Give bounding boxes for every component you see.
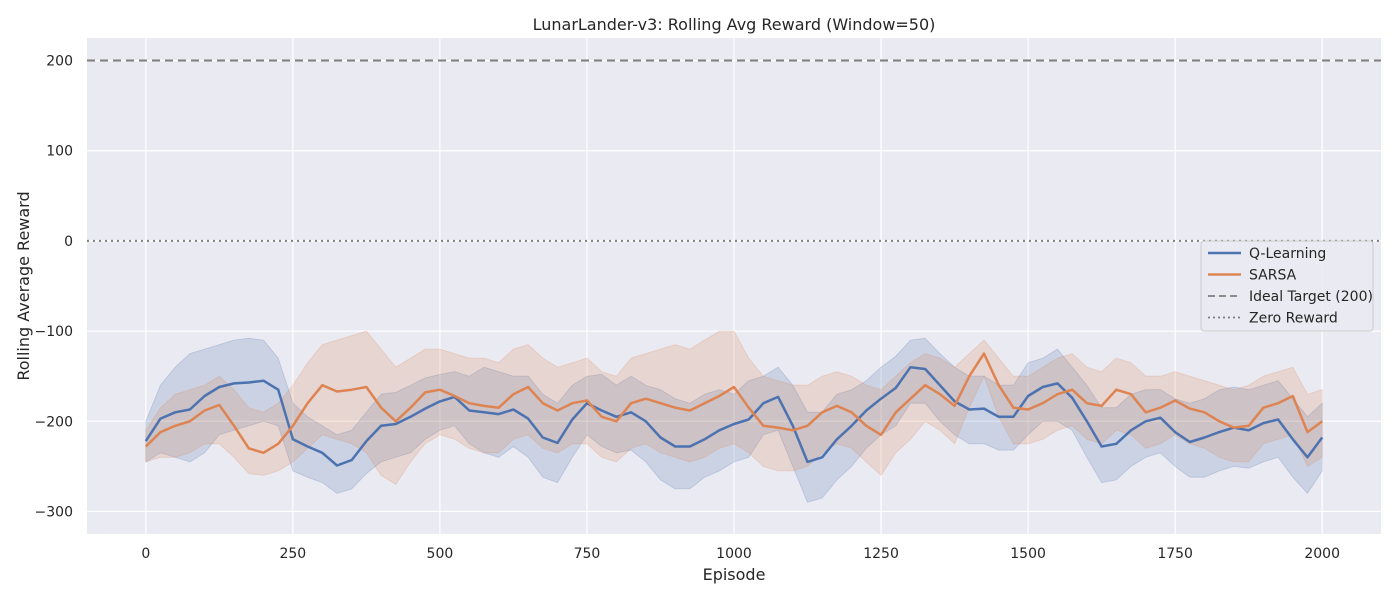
x-tick-label: 1000 (716, 546, 752, 562)
x-tick-label: 0 (141, 546, 150, 562)
legend-label-2: Ideal Target (200) (1249, 289, 1373, 305)
y-tick-label: −100 (35, 324, 73, 340)
x-tick-label: 1250 (863, 546, 899, 562)
chart-title: LunarLander-v3: Rolling Avg Reward (Wind… (533, 15, 936, 34)
y-tick-label: −300 (35, 504, 73, 520)
y-tick-label: 200 (46, 54, 73, 70)
legend-label-1: SARSA (1249, 268, 1297, 284)
series-band-0 (145, 337, 1323, 503)
series-line-0 (144, 365, 1324, 467)
x-axis-title: Episode (703, 565, 766, 584)
legend: Q-Learning SARSA Ideal Target (200) Zero Re… (1200, 240, 1374, 332)
x-tick-label: 250 (279, 546, 306, 562)
legend-box (1200, 240, 1374, 332)
series-band-1 (145, 330, 1323, 485)
series-line-1 (144, 352, 1323, 455)
legend-label-3: Zero Reward (1249, 311, 1338, 327)
x-tick-label: 1750 (1157, 546, 1193, 562)
x-tick-label: 500 (427, 546, 454, 562)
y-tick-label: 100 (46, 144, 73, 160)
y-axis-title: Rolling Average Reward (14, 191, 33, 380)
x-tick-label: 750 (574, 546, 601, 562)
series-lines (87, 59, 1381, 467)
y-tick-label: 0 (64, 234, 73, 250)
y-tick-label: −200 (35, 414, 73, 430)
x-tick-label: 1500 (1010, 546, 1046, 562)
legend-label-0: Q-Learning (1249, 246, 1326, 262)
tick-labels: 0 250 500 750 1000 1250 1500 1750 2000−300−200−1… (35, 54, 1340, 562)
x-tick-label: 2000 (1304, 546, 1340, 562)
confidence-bands (145, 330, 1323, 503)
